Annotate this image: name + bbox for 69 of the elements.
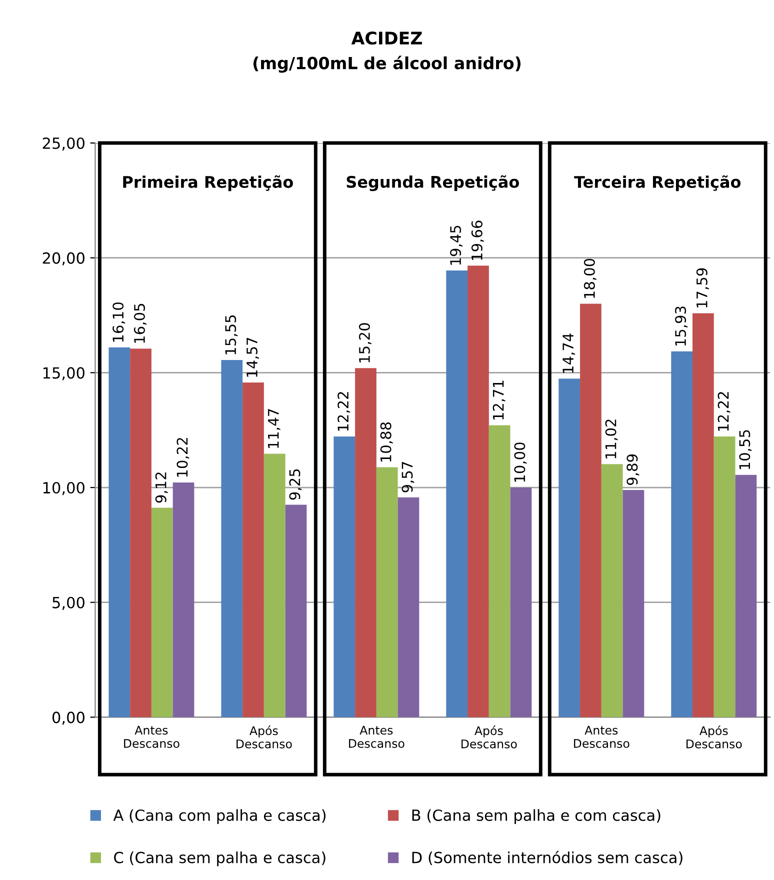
- bar: [151, 508, 173, 718]
- bar: [468, 266, 489, 718]
- y-tick-label: 0,00: [52, 712, 84, 725]
- data-label: 9,25: [289, 469, 302, 500]
- data-label: 9,57: [402, 462, 414, 492]
- data-label: 12,71: [492, 380, 506, 420]
- bar: [446, 270, 468, 718]
- data-label: 19,66: [471, 220, 484, 260]
- data-label: 16,10: [112, 302, 126, 342]
- y-tick-label: 25,00: [42, 137, 84, 151]
- x-tick-label: Após Descanso: [236, 726, 292, 748]
- data-label: 9,12: [155, 472, 168, 503]
- bar: [510, 488, 532, 718]
- annotation: Primeira Repetição: [123, 175, 293, 192]
- bar: [376, 467, 398, 718]
- data-label: 10,00: [514, 442, 527, 482]
- bar: [172, 482, 194, 718]
- bar: [285, 504, 307, 718]
- bar: [622, 490, 644, 718]
- bar: [671, 351, 693, 718]
- data-label: 14,74: [562, 334, 576, 373]
- data-label: 10,88: [380, 422, 393, 462]
- bar: [714, 436, 736, 718]
- data-label: 18,00: [584, 258, 596, 298]
- x-tick-label: Antes Descanso: [349, 726, 404, 748]
- x-tick-label: Após Descanso: [686, 726, 742, 748]
- bar: [355, 368, 376, 718]
- bar: [558, 378, 580, 718]
- data-label: 15,55: [225, 315, 238, 354]
- bar: [692, 313, 714, 718]
- data-label: 14,57: [246, 338, 259, 377]
- annotation: Terceira Repetição: [574, 175, 741, 192]
- bar: [242, 382, 264, 718]
- bar: [108, 347, 130, 718]
- data-label: 10,22: [176, 438, 190, 477]
- data-label: 15,93: [675, 306, 688, 346]
- x-tick-label: Antes Descanso: [574, 726, 630, 748]
- bar: [488, 425, 510, 718]
- bar: [398, 497, 420, 718]
- y-tick-label: 5,00: [52, 596, 84, 610]
- data-label: 15,20: [358, 323, 372, 362]
- data-label: 9,89: [626, 454, 640, 485]
- data-label: 11,47: [268, 409, 280, 448]
- legend-label: B (Cana sem palha e com casca): [412, 809, 660, 824]
- chart-title: ACIDEZ: [351, 32, 422, 45]
- legend-label: D (Somente internódios sem casca): [412, 850, 682, 866]
- data-label: 16,05: [134, 304, 146, 343]
- annotation: Segunda Repetição: [346, 175, 519, 192]
- bar: [130, 348, 152, 718]
- x-tick-label: Após Descanso: [462, 726, 517, 748]
- bar: [601, 464, 623, 718]
- chart-subtitle: (mg/100mL de álcool anidro): [253, 56, 521, 73]
- data-label: 19,45: [450, 226, 463, 265]
- bar: [264, 454, 286, 718]
- bar: [221, 360, 243, 718]
- data-label: 17,59: [696, 268, 709, 308]
- legend-label: A (Cana com palha e casca): [113, 809, 326, 824]
- y-tick-label: 10,00: [43, 482, 84, 496]
- y-tick-label: 20,00: [42, 252, 84, 266]
- bar: [580, 304, 602, 718]
- y-tick-label: 15,00: [43, 367, 84, 380]
- data-label: 12,22: [718, 392, 730, 431]
- data-label: 10,55: [739, 430, 752, 470]
- x-tick-label: Antes Descanso: [124, 726, 180, 748]
- bar: [334, 436, 356, 718]
- data-label: 11,02: [605, 420, 618, 458]
- data-label: 12,22: [338, 392, 350, 431]
- legend-label: C (Cana sem palha e casca): [114, 851, 326, 866]
- bar: [735, 474, 757, 718]
